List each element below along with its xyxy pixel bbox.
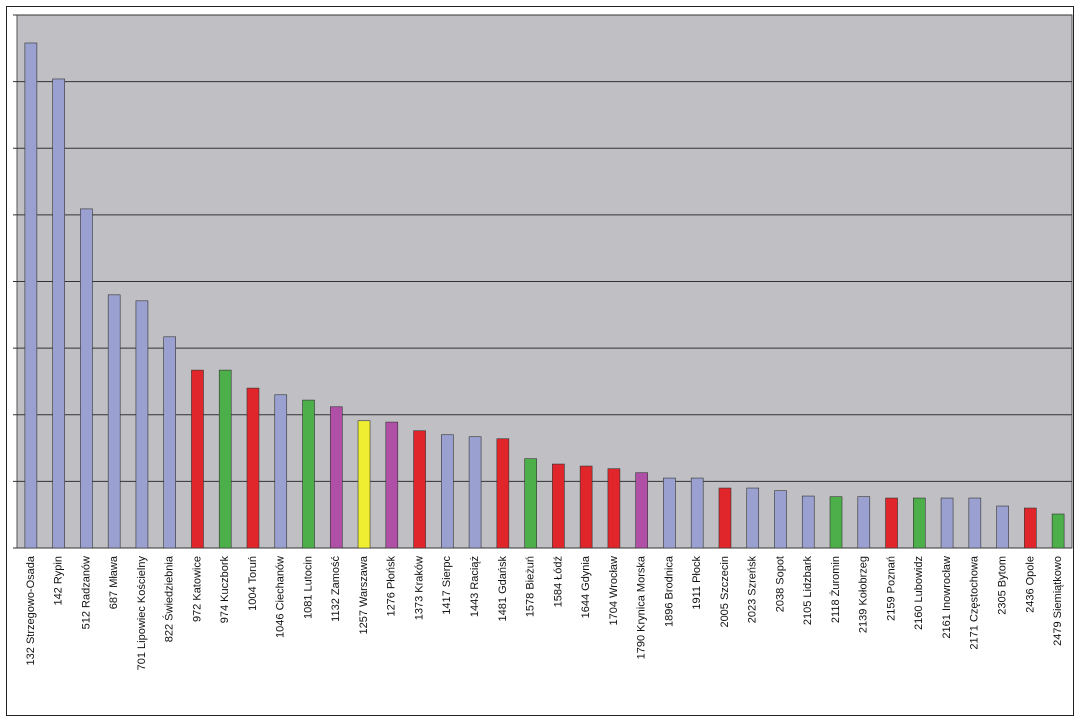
bar (1024, 507, 1037, 549)
bar (191, 369, 204, 549)
bar (413, 430, 426, 549)
bar (24, 42, 38, 549)
x-tick-label: 2160 Lubowidz (913, 556, 925, 630)
x-tick-label: 1417 Sierpc (441, 556, 453, 615)
bar (968, 497, 982, 549)
x-tick-label: 687 Mława (108, 555, 120, 609)
bar (746, 487, 760, 549)
x-tick-label: 1132 Zamość (330, 556, 342, 622)
bar (441, 434, 454, 549)
bar (913, 497, 926, 549)
bar (385, 421, 399, 549)
x-tick-label: 972 Katowice (191, 556, 203, 622)
x-tick-label: 2479 Siemiątkowo (1052, 556, 1064, 646)
bar (940, 497, 954, 549)
x-tick-label: 2171 Częstochowa (969, 555, 981, 649)
x-tick-label: 2005 Szczecin (719, 556, 731, 628)
bar (607, 468, 621, 549)
x-tick-label: 1276 Płońsk (386, 556, 398, 617)
x-tick-label: 1481 Gdańsk (497, 556, 509, 622)
bar (302, 399, 315, 549)
x-tick-label: 1373 Kraków (413, 556, 425, 620)
x-tick-label: 2038 Sopot (774, 556, 786, 612)
bar (885, 497, 898, 549)
x-tick-label: 2305 Bytom (996, 556, 1008, 615)
x-tick-label: 1911 Płock (691, 556, 703, 610)
x-tick-label: 701 Lipowiec Kościelny (136, 556, 148, 671)
x-tick-label: 1578 Bieżuń (525, 556, 537, 617)
bar (635, 472, 648, 549)
bar (218, 369, 232, 549)
bar (135, 300, 149, 549)
x-tick-label: 1081 Lutocin (302, 556, 314, 619)
x-tick-label: 2161 Inowrocław (941, 556, 953, 639)
bar (329, 406, 343, 549)
x-tick-label: 2139 Kołobrzeg (858, 556, 870, 633)
bar (246, 387, 260, 549)
bar (829, 496, 843, 549)
bar (524, 458, 537, 549)
bar (80, 208, 93, 549)
x-tick-label: 2105 Lidzbark (802, 556, 814, 626)
x-tick-label: 2118 Żuromin (829, 556, 842, 623)
x-tick-label: 512 Radzanów (80, 556, 92, 629)
x-tick-label: 1704 Wrocław (608, 556, 620, 626)
bar (468, 436, 482, 549)
x-tick-label: 2436 Opole (1024, 556, 1036, 613)
bar (690, 477, 704, 549)
bar (1051, 513, 1065, 549)
x-tick-label: 2159 Poznań (885, 556, 897, 621)
bar (996, 505, 1009, 549)
x-tick-label: 1790 Krynica Morska (636, 555, 648, 659)
bar (857, 496, 871, 549)
bar (52, 78, 65, 549)
bar (579, 465, 593, 549)
bar (718, 487, 732, 549)
x-tick-label: 1004 Toruń (247, 556, 259, 611)
x-tick-label: 1644 Gdynia (580, 555, 592, 618)
x-tick-label: 822 Świedziebnia (163, 555, 176, 642)
bar (663, 477, 676, 549)
bar (107, 294, 121, 549)
bar (357, 420, 371, 549)
bar (274, 394, 288, 549)
x-tick-label: 1257 Warszawa (358, 555, 370, 634)
bar (496, 438, 510, 549)
bar (552, 463, 565, 549)
bar (774, 490, 787, 549)
x-tick-label: 1046 Ciechanów (275, 556, 287, 638)
bar (163, 336, 176, 549)
x-tick-label: 1584 Łódź (552, 556, 564, 607)
x-tick-label: 132 Strzegowo-Osada (25, 555, 37, 665)
bar (801, 495, 815, 549)
x-tick-label: 1443 Raciąż (469, 556, 481, 617)
x-tick-label: 142 Rypin (53, 556, 65, 606)
x-tick-label: 1896 Brodnica (663, 555, 675, 627)
x-tick-label: 974 Kuczbork (219, 556, 231, 624)
x-tick-label: 2023 Szreńsk (747, 556, 759, 624)
